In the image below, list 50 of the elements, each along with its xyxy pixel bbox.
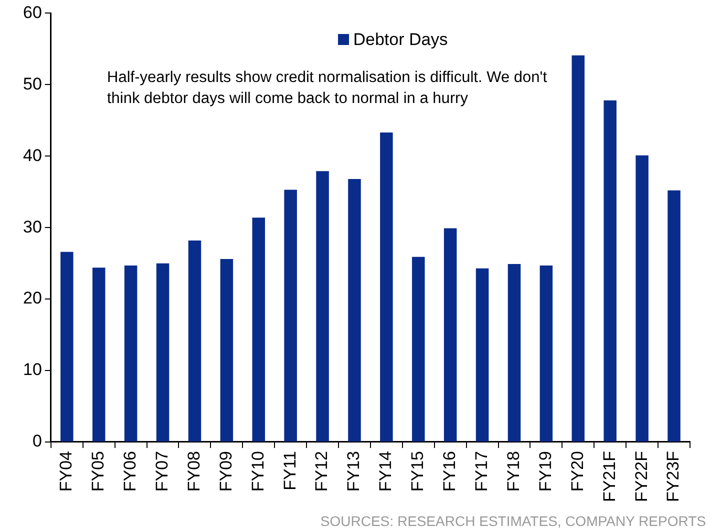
bar (60, 252, 74, 442)
bar (444, 228, 457, 442)
x-tick-label: FY17 (472, 450, 491, 492)
x-tick-label: FY12 (312, 450, 332, 492)
x-tick-label: FY09 (216, 450, 236, 492)
y-tick-label: 50 (22, 74, 42, 94)
x-tick-label: FY08 (184, 450, 204, 492)
bar (604, 100, 617, 442)
x-tick-label: FY16 (440, 450, 460, 492)
x-tick-label: FY23F (664, 450, 683, 502)
bar (156, 263, 170, 442)
bar (476, 268, 489, 442)
bar (220, 259, 234, 442)
y-tick-label: 30 (22, 217, 42, 236)
x-tick-label: FY11 (280, 450, 300, 490)
bar (668, 190, 680, 442)
bar (348, 178, 361, 442)
legend-label: Debtor Days (352, 30, 448, 49)
bar (188, 240, 202, 442)
y-tick-label: 0 (32, 432, 42, 451)
x-tick-label: FY21F (600, 450, 619, 502)
y-tick-label: 60 (22, 2, 42, 22)
x-tick-label: FY07 (152, 450, 172, 492)
bar (572, 55, 585, 442)
x-tick-label: FY13 (344, 450, 364, 492)
bar (508, 264, 521, 442)
bar (540, 265, 553, 442)
bar (316, 171, 329, 442)
x-tick-label: FY10 (248, 450, 268, 492)
bar (284, 190, 297, 442)
bar (412, 256, 425, 442)
bar (92, 268, 106, 442)
bar (124, 265, 138, 442)
x-tick-label: FY05 (88, 450, 108, 492)
y-tick-label: 10 (22, 360, 42, 380)
annotation: Half-yearly results show credit normalisation is difficult. We don't think debtor days will come back to normal in a hurry (107, 68, 548, 109)
bar (636, 155, 648, 442)
x-tick-label: FY18 (504, 450, 523, 492)
source-note: SOURCES: RESEARCH ESTIMATES, COMPANY REPORTS (320, 513, 706, 529)
bar (380, 132, 393, 442)
x-tick-label: FY04 (56, 450, 76, 492)
x-tick-label: FY20 (568, 450, 587, 492)
y-tick-label: 40 (22, 146, 42, 165)
x-tick-label: FY22F (632, 450, 651, 502)
y-tick-label: 20 (22, 288, 42, 308)
x-tick-label: FY19 (536, 450, 555, 492)
x-tick-label: FY14 (376, 450, 396, 492)
x-tick-label: FY06 (120, 450, 140, 492)
x-tick-label: FY15 (408, 450, 428, 492)
bar (252, 218, 266, 442)
